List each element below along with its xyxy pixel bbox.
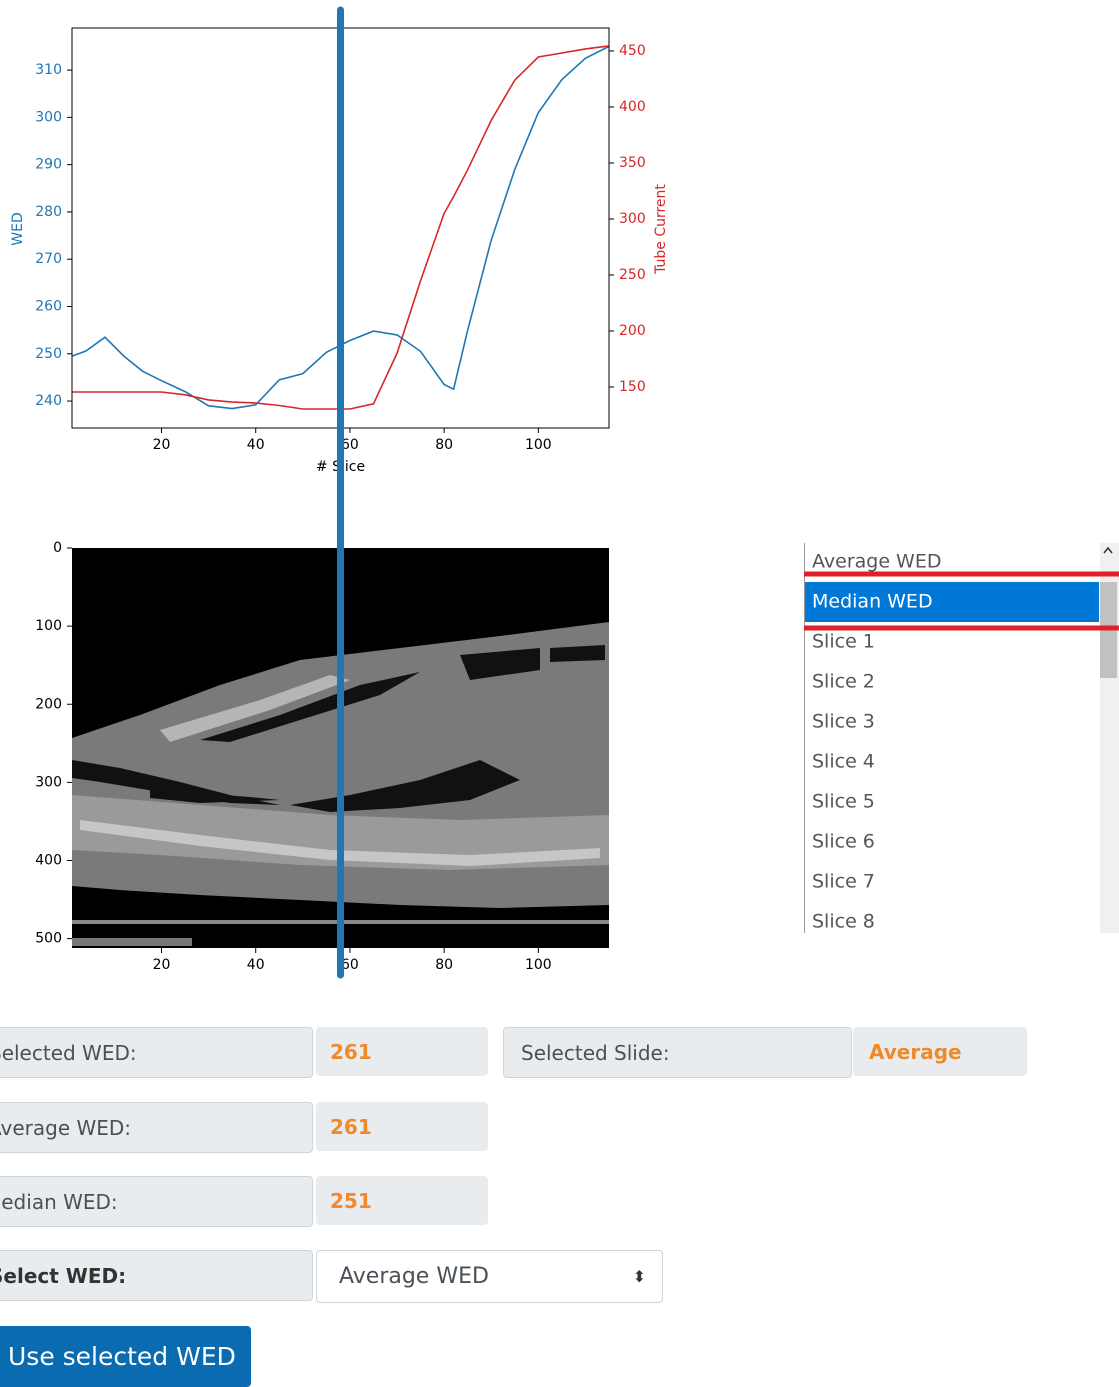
y-tick-label: 300: [35, 109, 62, 125]
x-tick-label: 40: [247, 957, 265, 973]
x-tick-label: 100: [525, 957, 552, 973]
button[interactable]: Use selected WED: [0, 1326, 251, 1387]
list-item: Slice 2: [812, 671, 875, 693]
label: Average WED:: [0, 1102, 313, 1153]
label: Selected WED:: [0, 1027, 313, 1078]
x-tick-label: 80: [435, 437, 453, 453]
value: 261: [316, 1027, 488, 1076]
x-tick-label: 20: [153, 957, 171, 973]
select-value: Average WED: [339, 1264, 489, 1289]
y2-tick-label: 300: [619, 211, 646, 227]
y2-tick-label: 150: [619, 379, 646, 395]
y2-tick-label: 400: [619, 99, 646, 115]
value: Average: [853, 1027, 1027, 1076]
label: Select WED:: [0, 1250, 313, 1301]
list-item: Slice 8: [812, 911, 875, 933]
list-item: Slice 1: [812, 631, 875, 653]
y-tick-label: 500: [35, 931, 62, 947]
list-item: Average WED: [812, 551, 941, 573]
y-tick-label: 250: [35, 346, 62, 362]
y-tick-label: 400: [35, 853, 62, 869]
y-tick-label: 0: [53, 540, 62, 556]
y-tick-label: 270: [35, 251, 62, 267]
y-tick-label: 310: [35, 62, 62, 78]
x-tick-label: 40: [247, 437, 265, 453]
list-item: Slice 6: [812, 831, 875, 853]
list-item: Slice 4: [812, 751, 875, 773]
y-tick-label: 100: [35, 618, 62, 634]
list-item: Slice 3: [812, 711, 875, 733]
charts: Average WED Median WED Slice 1 Slice 2 Slice…: [0, 0, 1119, 1000]
label: Selected Slide:: [503, 1027, 852, 1078]
select[interactable]: Average WED⬍: [316, 1250, 663, 1303]
value: 251: [316, 1176, 488, 1225]
y-axis-label: WED: [10, 212, 26, 245]
y2-tick-label: 250: [619, 267, 646, 283]
value: 261: [316, 1102, 488, 1151]
listbox[interactable]: Average WED Median WED Slice 1 Slice 2 Slice…: [804, 543, 1119, 933]
label: Median WED:: [0, 1176, 313, 1227]
x-tick-label: 80: [435, 957, 453, 973]
page: Average WED Median WED Slice 1 Slice 2 Slice…: [0, 0, 1119, 1387]
x-tick-label: 20: [153, 437, 171, 453]
y-tick-label: 240: [35, 393, 62, 409]
y2-tick-label: 350: [619, 155, 646, 171]
x-tick-label: 100: [525, 437, 552, 453]
list-item: Slice 7: [812, 871, 875, 893]
y-tick-label: 300: [35, 774, 62, 790]
y-tick-label: 260: [35, 298, 62, 314]
y-tick-label: 200: [35, 696, 62, 712]
y2-tick-label: 450: [619, 43, 646, 59]
y2-tick-label: 200: [619, 323, 646, 339]
y-tick-label: 290: [35, 157, 62, 173]
list-item: Median WED: [812, 591, 933, 613]
list-item: Slice 5: [812, 791, 875, 813]
y2-axis-label: Tube Current: [653, 184, 669, 275]
y-tick-label: 280: [35, 204, 62, 220]
